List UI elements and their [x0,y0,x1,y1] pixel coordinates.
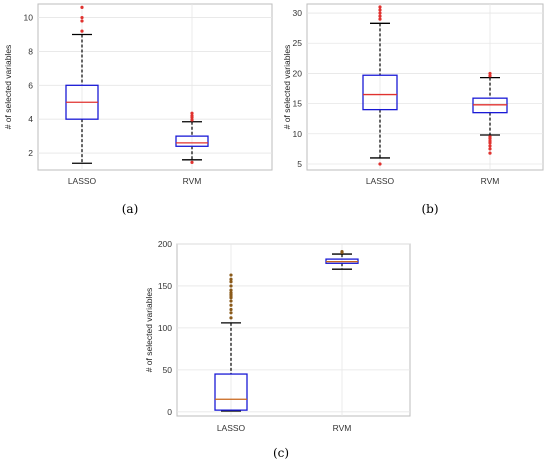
box-lasso [214,373,248,411]
outlier-point [488,135,492,139]
x-tick-labels: LASSO RVM [366,176,500,186]
panel-label: (a) [122,202,139,216]
outlier-point [229,307,233,312]
y-tick-label: 20 [293,68,303,78]
outlier-point [378,17,382,21]
outlier-point [378,8,382,12]
panel-b: 5 10 15 20 25 30 LASSO RVM # of selected vari… [282,3,544,216]
panel-label: (b) [421,202,438,216]
outlier-point [378,162,382,166]
outlier-point [488,151,492,155]
y-tick-label: 5 [297,159,302,169]
box-marks [65,5,209,164]
outlier-point [229,311,233,315]
y-axis-label: # of selected variables [3,45,13,130]
y-tick-label: 10 [24,13,34,23]
y-tick-label: 0 [167,407,172,417]
y-tick-label: 200 [158,239,172,249]
outlier-point [80,19,84,23]
y-tick-label: 30 [293,8,303,18]
outlier-point [190,111,194,115]
y-axis-label: # of selected variables [282,45,292,130]
outlier-point [488,139,492,143]
outlier-point [229,280,233,284]
outlier-point [378,14,382,18]
y-tick-label: 15 [293,99,303,109]
panel-c: 0 50 100 150 200 LASSO RVM # of selected var… [144,239,411,460]
plot-area [37,3,273,171]
outlier-point [80,5,84,9]
y-tick-label: 25 [293,38,303,48]
outlier-point [229,277,233,281]
outlier-point [378,11,382,15]
y-tick-label: 4 [28,114,33,124]
y-tick-label: 150 [158,281,172,291]
outlier-point [340,249,344,254]
outlier-point [488,74,492,78]
x-tick-label: RVM [481,176,500,186]
y-tick-label: 6 [28,80,33,90]
box-marks [214,249,359,412]
outlier-point [229,284,233,288]
outlier-point [80,15,84,20]
x-tick-label: LASSO [217,423,246,433]
x-tick-label: LASSO [68,176,97,186]
box-marks [362,5,508,166]
x-tick-labels: LASSO RVM [217,423,352,433]
outlier-point [229,316,233,320]
y-tick-label: 100 [158,323,172,333]
panel-label: (c) [273,446,289,460]
panel-a: 2 4 6 8 10 LASSO RVM # of selected variables… [3,3,273,216]
outlier-point [378,5,382,9]
outlier-point [190,160,194,164]
y-tick-labels: 0 50 100 150 200 [158,239,172,417]
y-axis-label: # of selected variables [144,288,154,373]
box-rvm [175,135,209,147]
outlier-point [229,273,233,277]
outlier-point [80,29,84,33]
x-tick-label: RVM [183,176,202,186]
x-tick-label: LASSO [366,176,395,186]
outlier-point [229,291,233,295]
outlier-point [190,114,194,118]
plot-area [176,243,411,417]
box-lasso [362,74,398,111]
y-tick-label: 8 [28,46,33,56]
outlier-point [488,144,492,148]
x-tick-labels: LASSO RVM [68,176,202,186]
y-tick-labels: 2 4 6 8 10 [24,13,34,159]
outlier-point [488,147,492,151]
y-tick-labels: 5 10 15 20 25 30 [293,8,303,169]
outlier-point [190,118,194,122]
y-tick-label: 2 [28,148,33,158]
y-tick-label: 50 [163,365,173,375]
plot-area [306,3,544,171]
outlier-point [229,288,233,292]
y-tick-label: 10 [293,129,303,139]
outlier-point [229,299,233,303]
x-tick-label: RVM [333,423,352,433]
outlier-point [229,303,233,307]
outlier-point [488,71,492,76]
